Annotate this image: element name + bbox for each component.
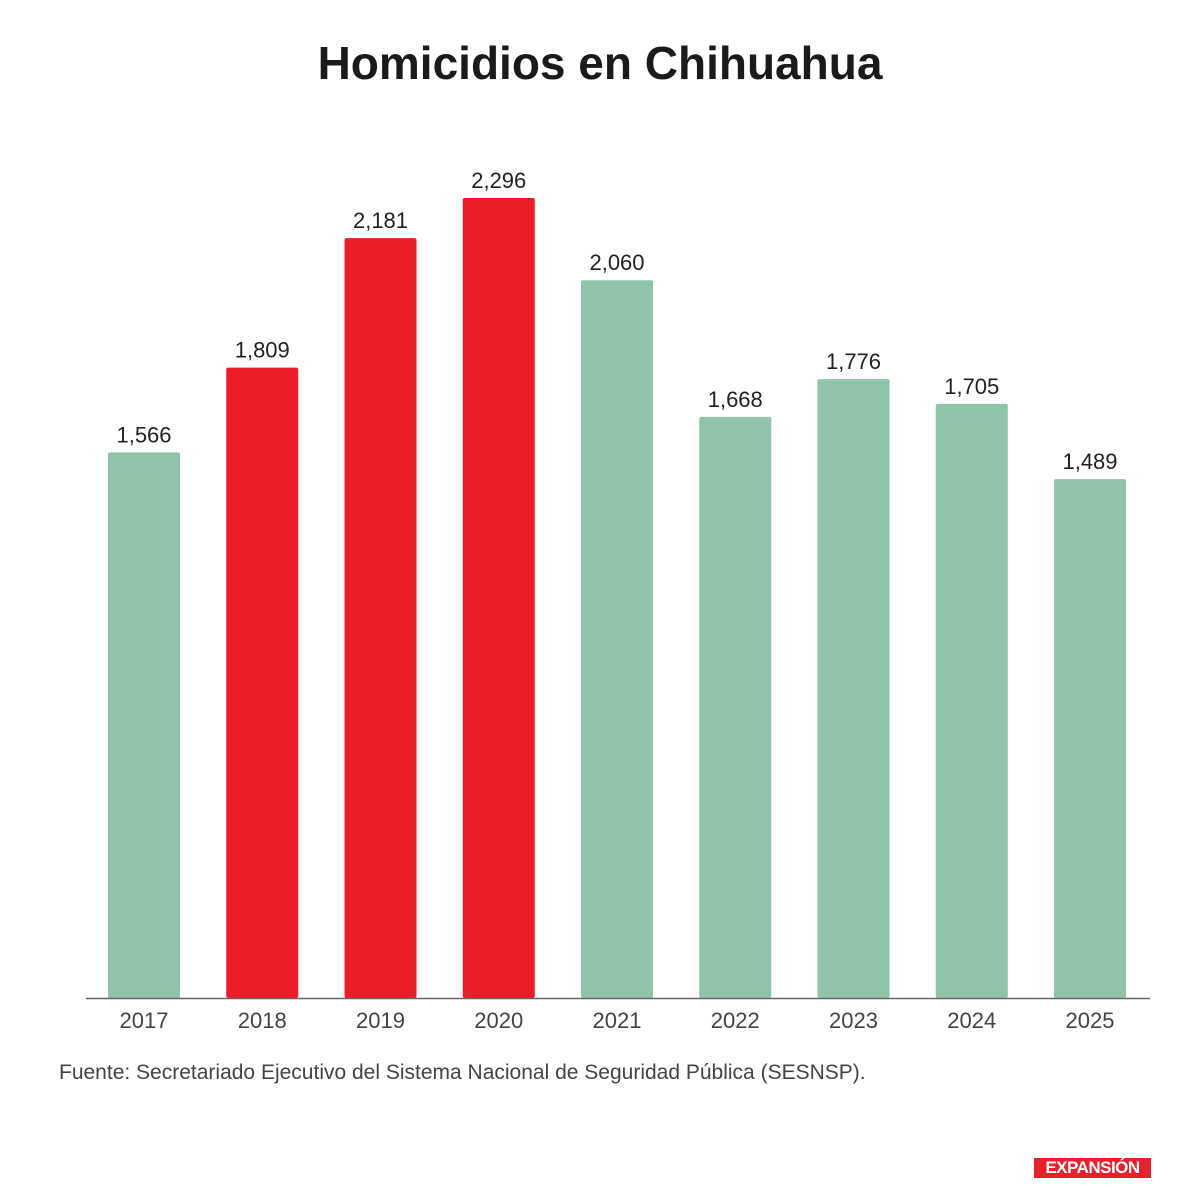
data-label: 1,489 — [1062, 449, 1117, 474]
x-tick-label: 2021 — [593, 1008, 642, 1033]
bar — [581, 280, 653, 998]
data-label: 1,705 — [944, 374, 999, 399]
bar — [462, 198, 535, 998]
data-label: 2,181 — [353, 208, 408, 233]
x-tick-label: 2023 — [829, 1008, 878, 1033]
data-label: 1,776 — [826, 349, 881, 374]
x-tick-label: 2025 — [1066, 1008, 1115, 1033]
bar — [935, 403, 1008, 998]
data-label: 2,060 — [589, 250, 644, 275]
bar — [108, 452, 180, 998]
bar — [817, 379, 890, 998]
x-tick-label: 2017 — [120, 1008, 169, 1033]
x-tick-label: 2022 — [711, 1008, 760, 1033]
x-tick-label: 2019 — [356, 1008, 405, 1033]
x-tick-label: 2018 — [238, 1008, 287, 1033]
bar — [344, 238, 417, 998]
source-note: Fuente: Secretariado Ejecutivo del Siste… — [59, 1061, 866, 1084]
bar — [699, 416, 772, 999]
bar — [1054, 479, 1126, 998]
x-tick-label: 2024 — [947, 1008, 996, 1033]
data-label: 1,809 — [235, 338, 290, 363]
expansion-logo: EXPANSIÓN — [1034, 1158, 1151, 1178]
bar — [226, 367, 299, 998]
x-tick-label: 2020 — [474, 1008, 523, 1033]
data-label: 2,296 — [471, 168, 526, 193]
data-label: 1,668 — [708, 387, 763, 412]
chart-title: Homicidios en Chihuahua — [317, 37, 883, 89]
data-label: 1,566 — [116, 422, 171, 447]
